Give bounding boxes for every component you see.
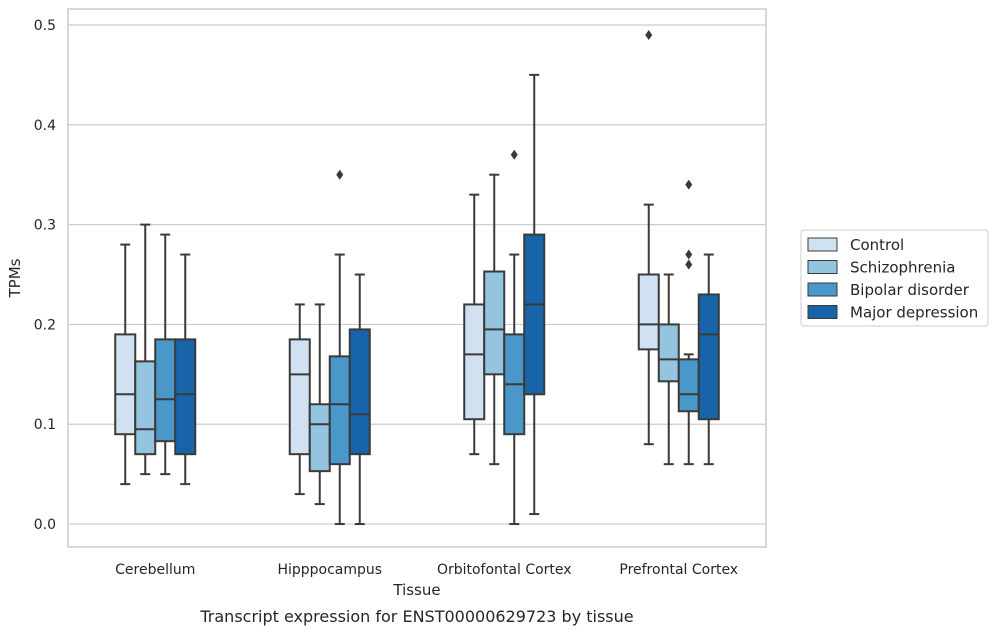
legend-swatch [807,282,838,297]
plot-frame [67,8,767,548]
box-plot [288,303,311,496]
box-iqr [697,293,720,421]
legend: Control Schizophrenia Bipolar disorder Majo… [800,229,989,327]
box-plot [483,173,506,466]
box-iqr [328,355,351,466]
box-iqr [523,233,546,396]
legend-label: Major depression [850,304,978,322]
outlier-point [645,29,653,40]
category-group [114,223,197,486]
legend-label: Schizophrenia [850,259,955,277]
box-iqr [483,270,506,376]
box-iqr [154,338,177,443]
legend-swatch [807,305,838,319]
box-plot [348,273,371,526]
category-group [288,169,371,526]
x-tick-label: Hipppocampus [277,562,382,578]
box-iqr [637,273,660,351]
outlier-point [685,249,693,260]
y-tick-label: 0.0 [34,517,56,533]
y-axis-title: TPMs [6,258,24,298]
box-plot [154,233,177,476]
legend-label: Bipolar disorder [850,281,970,299]
box-plot [657,273,680,466]
box-plot [677,179,700,466]
legend-label: Control [850,236,904,254]
outlier-point [336,169,344,180]
box-iqr [114,333,137,436]
box-plot [174,253,197,486]
x-axis-title: Tissue [392,581,440,599]
category-group [463,73,546,526]
legend-swatch [807,260,838,274]
box-iqr [174,338,197,456]
outlier-point [510,149,518,160]
box-plot [637,29,660,446]
y-tick-label: 0.1 [34,417,56,433]
category-group [637,29,720,466]
outlier-point [685,259,693,270]
x-tick-label: Prefrontal Cortex [619,562,738,578]
box-iqr [288,338,311,456]
box-plot [308,303,331,506]
y-tick-label: 0.4 [34,118,56,134]
y-tick-label: 0.3 [34,218,56,234]
box-plot [697,253,720,466]
y-tick-label: 0.5 [34,18,56,34]
box-iqr [348,328,371,456]
x-tick-label: Orbitofontal Cortex [437,562,572,578]
box-iqr [134,360,157,456]
legend-frame [800,229,989,327]
box-plot [523,73,546,516]
y-tick-label: 0.2 [34,317,56,333]
box-plot [114,243,137,486]
legend-swatch [807,237,838,252]
box-iqr [657,323,680,383]
x-tick-labels: Cerebellum Hipppocampus Orbitofontal Corte… [115,562,738,578]
box-plot [503,149,526,526]
box-groups [114,29,720,526]
x-tick-label: Cerebellum [115,562,195,578]
chart-caption: Transcript expression for ENST0000062972… [199,607,633,626]
box-iqr [677,358,700,413]
y-tick-labels: 0.0 0.1 0.2 0.3 0.4 0.5 [34,18,56,533]
box-iqr [463,303,486,421]
outlier-point [685,179,693,190]
box-iqr [308,403,331,473]
